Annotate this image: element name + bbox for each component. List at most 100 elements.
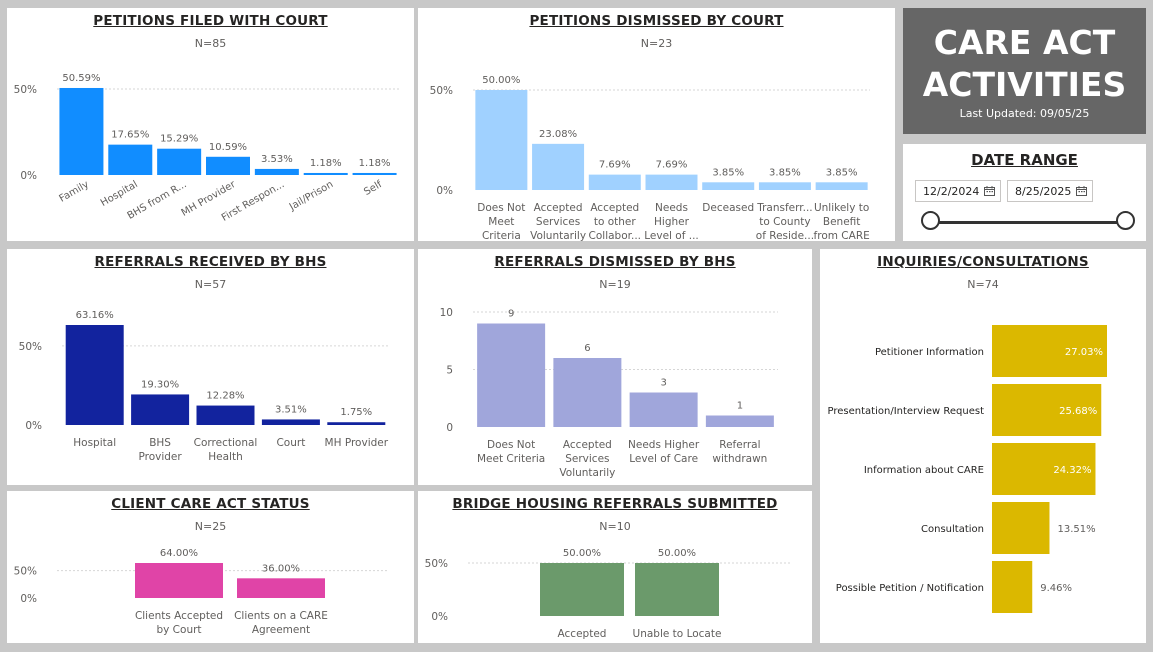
petitions-filed-chart: 0%50%50.59%Family17.65%Hospital15.29%BHS… xyxy=(14,73,399,224)
x-tick-label: Hospital xyxy=(73,437,116,449)
bar[interactable] xyxy=(65,325,124,425)
referrals-received-chart: 0% 50% 63.16% Hospital 19.30% BHS Provider 12.2… xyxy=(19,310,389,463)
bar[interactable] xyxy=(992,384,1102,436)
bar[interactable] xyxy=(702,182,755,190)
x-tick-label: Voluntarily xyxy=(559,467,615,479)
end-date-value: 8/25/2025 xyxy=(1015,185,1072,198)
x-tick-label: Needs Higher xyxy=(628,439,700,451)
x-tick-label: by Court xyxy=(156,624,201,636)
data-label: 7.69% xyxy=(656,160,688,171)
data-label: 36.00% xyxy=(262,563,300,574)
data-label: 1.18% xyxy=(310,158,342,169)
bar[interactable] xyxy=(475,90,528,190)
bar[interactable] xyxy=(59,87,104,175)
bar[interactable] xyxy=(758,182,811,190)
bar[interactable] xyxy=(992,502,1050,554)
inquiries-chart: Petitioner Information 27.03% Presentation… xyxy=(828,325,1107,613)
y-tick-label: Presentation/Interview Request xyxy=(828,406,985,417)
bar[interactable] xyxy=(237,578,325,598)
x-tick-label: Accepted xyxy=(590,202,639,214)
date-slider-track[interactable] xyxy=(929,221,1127,224)
calendar-icon[interactable] xyxy=(1076,186,1087,196)
bar[interactable] xyxy=(553,358,622,427)
bar[interactable] xyxy=(108,144,153,175)
data-label: 19.30% xyxy=(141,379,179,390)
bar[interactable] xyxy=(131,394,190,425)
calendar-icon[interactable] xyxy=(984,186,995,196)
data-label: 64.00% xyxy=(160,548,198,559)
data-label: 23.08% xyxy=(539,129,577,140)
bar[interactable] xyxy=(477,323,546,428)
petitions-dismissed-panel: PETITIONS DISMISSED BY COURT N=23 0% 50% 5… xyxy=(418,8,895,242)
data-label: 50.00% xyxy=(563,548,601,559)
bar[interactable] xyxy=(992,561,1033,613)
x-tick-label: Meet Criteria xyxy=(477,453,545,465)
bar[interactable] xyxy=(135,563,223,598)
chart-count: N=57 xyxy=(194,278,227,291)
start-date-input[interactable]: 12/2/2024 xyxy=(915,180,1001,202)
bar[interactable] xyxy=(352,172,397,175)
bar[interactable] xyxy=(303,172,348,175)
bar[interactable] xyxy=(327,422,386,425)
data-label: 3.85% xyxy=(769,167,801,178)
bar[interactable] xyxy=(261,419,320,425)
bar[interactable] xyxy=(540,563,624,616)
x-tick-label: Does Not xyxy=(477,202,525,214)
chart-title: REFERRALS RECEIVED BY BHS xyxy=(94,254,327,270)
x-tick-label: Clients Accepted xyxy=(135,610,223,622)
bar[interactable] xyxy=(196,405,255,425)
petitions-dismissed-chart: 0% 50% 50.00% Does Not Meet Criteria 23.08% Acc… xyxy=(430,75,870,242)
y-tick-label: 50% xyxy=(425,558,448,570)
data-label: 3.85% xyxy=(712,167,744,178)
x-tick-label: Family xyxy=(58,179,91,205)
bar[interactable] xyxy=(206,156,250,175)
data-label: 1.18% xyxy=(359,158,391,169)
data-label: 9 xyxy=(508,309,514,320)
x-tick-label: Criteria xyxy=(482,230,521,242)
bar[interactable] xyxy=(157,148,202,175)
x-tick-label: Services xyxy=(536,216,580,228)
x-tick-label: Level of Care xyxy=(629,453,698,465)
x-tick-label: BHS xyxy=(149,437,171,449)
bar[interactable] xyxy=(645,174,698,190)
bar[interactable] xyxy=(992,325,1107,377)
y-tick-label: Petitioner Information xyxy=(875,347,984,358)
bar[interactable] xyxy=(705,415,774,428)
date-slider-end-handle[interactable] xyxy=(1116,211,1135,230)
bar[interactable] xyxy=(254,168,299,175)
data-label: 3.51% xyxy=(275,404,307,415)
x-tick-label: Voluntarily xyxy=(530,230,586,242)
x-tick-label: Transferr... xyxy=(756,202,812,214)
x-tick-label: to other xyxy=(594,216,637,228)
data-label: 9.46% xyxy=(1040,583,1072,594)
x-tick-label: MH Provider xyxy=(325,437,389,449)
bridge-housing-panel: BRIDGE HOUSING REFERRALS SUBMITTED N=10 … xyxy=(418,491,812,643)
data-label: 1 xyxy=(737,401,743,412)
data-label: 13.51% xyxy=(1057,524,1095,535)
y-tick-label: 50% xyxy=(19,341,42,353)
y-tick-label: 0% xyxy=(20,170,37,182)
end-date-input[interactable]: 8/25/2025 xyxy=(1007,180,1093,202)
date-range-panel: DATE RANGE 12/2/2024 8/25/2025 xyxy=(903,144,1146,241)
x-tick-label: Unlikely to xyxy=(814,202,869,214)
data-label: 25.68% xyxy=(1059,406,1097,417)
bar[interactable] xyxy=(588,174,641,190)
bar[interactable] xyxy=(532,143,585,190)
chart-title: PETITIONS FILED WITH COURT xyxy=(93,13,328,29)
x-tick-label: Self xyxy=(362,179,384,198)
x-tick-label: Benefit xyxy=(823,216,861,228)
bar[interactable] xyxy=(635,563,719,616)
date-range-title: DATE RANGE xyxy=(971,151,1078,169)
bridge-housing-chart: 0% 50% 50.00% Accepted 50.00% Unable to Locat… xyxy=(425,548,790,640)
bar[interactable] xyxy=(629,392,698,428)
y-tick-label: Information about CARE xyxy=(864,465,984,476)
x-tick-label: Does Not xyxy=(487,439,535,451)
bar[interactable] xyxy=(815,182,868,190)
x-tick-label: Deceased xyxy=(702,202,754,214)
data-label: 17.65% xyxy=(111,130,149,141)
date-slider-start-handle[interactable] xyxy=(921,211,940,230)
y-tick-label: 50% xyxy=(14,84,37,96)
bar[interactable] xyxy=(992,443,1096,495)
data-label: 50.00% xyxy=(482,75,520,86)
x-tick-label: Accepted xyxy=(563,439,612,451)
